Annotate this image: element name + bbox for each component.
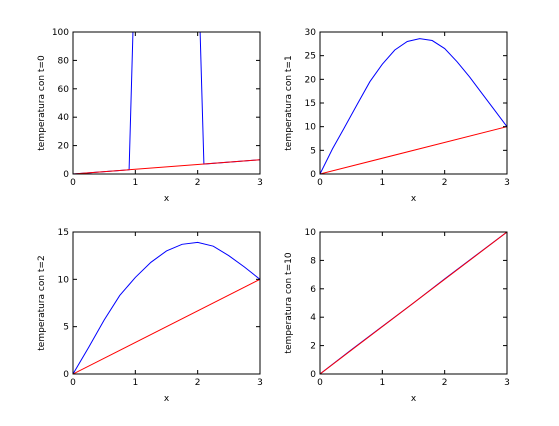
y-tick-label: 10 [305,228,317,238]
x-axis-label: x [411,394,417,404]
y-tick-label: 8 [310,256,316,266]
x-tick-label: 2 [442,378,448,388]
x-tick-label: 0 [317,178,323,188]
y-tick-label: 0 [63,170,69,180]
y-tick-label: 0 [310,370,316,380]
x-tick-label: 2 [195,178,201,188]
series-line-1 [320,38,507,174]
x-tick-label: 1 [132,378,138,388]
x-tick-label: 3 [504,178,510,188]
series-line-2 [73,278,260,374]
series-group [73,241,260,374]
y-tick-label: 20 [305,75,317,85]
subplot-3: 0 1 2 3 0 5 10 15 x temperatura con t=2 [37,228,263,404]
axes-frame [319,31,508,175]
series-group [320,232,507,374]
x-tick-label: 1 [379,178,385,188]
series-line-1 [73,241,260,374]
series-line-1 [73,32,260,174]
y-tick-label: 30 [305,28,317,38]
series-line-2 [320,232,507,374]
x-tick-label: 3 [257,178,263,188]
y-tick-label: 60 [58,85,70,95]
y-axis-label: temperatura con t=2 [37,255,47,350]
subplot-1: 0 1 2 3 0 20 40 60 80 100 x temperatura con t=0 [37,28,263,204]
y-tick-label: 4 [310,313,316,323]
y-axis-label: temperatura con t=0 [37,55,47,151]
x-tick-label: 3 [504,378,510,388]
y-tick-label: 15 [305,99,316,109]
x-axis-label: x [164,394,170,404]
y-tick-label: 2 [310,342,316,352]
y-tick-label: 20 [58,142,70,152]
series-group [73,32,260,174]
y-tick-label: 80 [58,56,70,66]
y-tick-label: 6 [310,285,316,295]
y-tick-label: 10 [305,123,317,133]
y-tick-label: 100 [52,28,69,38]
axes-frame [319,231,508,375]
y-axis-label: temperatura con t=1 [284,55,294,150]
x-tick-label: 0 [70,378,76,388]
y-tick-label: 15 [58,228,69,238]
axes-frame [72,231,261,375]
x-tick-label: 2 [442,178,448,188]
x-tick-label: 0 [317,378,323,388]
series-group [320,38,507,174]
y-tick-label: 40 [58,113,70,123]
x-tick-label: 1 [132,178,138,188]
x-tick-label: 0 [70,178,76,188]
series-line-2 [320,126,507,174]
x-tick-label: 1 [379,378,385,388]
y-axis-label: temperatura con t=10 [284,252,294,353]
y-tick-label: 25 [305,52,316,62]
x-axis-label: x [164,194,170,204]
x-axis-label: x [411,194,417,204]
y-tick-label: 0 [310,170,316,180]
subplot-4: 0 1 2 3 0 2 4 6 8 10 x temperatura con t=10 [284,228,510,404]
y-tick-label: 0 [63,370,69,380]
y-tick-label: 5 [310,146,316,156]
y-tick-label: 5 [63,323,69,333]
x-tick-label: 3 [257,378,263,388]
axes-frame [72,31,261,175]
x-tick-label: 2 [195,378,201,388]
y-tick-label: 10 [58,275,70,285]
series-line-2 [73,159,260,174]
